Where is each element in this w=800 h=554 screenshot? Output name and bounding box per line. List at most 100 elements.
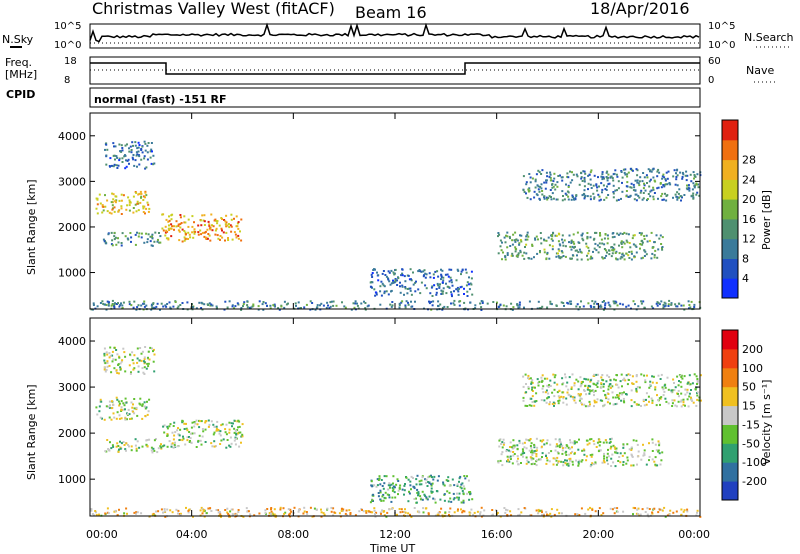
data-cell xyxy=(120,442,123,445)
data-cell xyxy=(401,268,404,271)
data-cell xyxy=(117,164,120,167)
data-cell xyxy=(686,391,689,394)
data-cell xyxy=(384,497,387,500)
data-cell xyxy=(116,372,119,374)
data-cell xyxy=(688,187,691,190)
data-cell xyxy=(152,350,154,353)
data-cell xyxy=(620,241,623,244)
data-cell xyxy=(565,385,568,388)
data-cell xyxy=(94,511,97,514)
data-cell xyxy=(210,442,213,445)
data-cell xyxy=(124,408,126,411)
data-cell xyxy=(189,236,192,239)
data-cell xyxy=(562,397,565,400)
data-cell xyxy=(657,440,660,443)
data-cell xyxy=(546,251,549,254)
data-cell xyxy=(682,304,685,307)
freq-tick-top: 18 xyxy=(64,56,77,67)
data-cell xyxy=(589,380,592,383)
data-cell xyxy=(639,243,642,245)
data-cell xyxy=(587,252,590,255)
data-cell xyxy=(583,189,586,192)
data-cell xyxy=(170,218,173,221)
data-cell xyxy=(104,303,107,306)
data-cell xyxy=(673,399,676,402)
data-cell xyxy=(105,351,108,354)
data-cell xyxy=(370,480,373,483)
data-cell xyxy=(606,234,609,237)
data-cell xyxy=(385,275,388,278)
data-cell xyxy=(456,492,458,495)
data-cell xyxy=(420,479,423,482)
data-cell xyxy=(342,508,345,511)
data-cell xyxy=(591,257,594,260)
data-cell xyxy=(369,511,372,514)
data-cell xyxy=(507,449,510,452)
data-cell xyxy=(225,423,228,426)
data-cell xyxy=(540,376,543,379)
data-cell xyxy=(633,234,636,237)
data-cell xyxy=(161,227,164,230)
data-cell xyxy=(689,306,692,309)
data-cell xyxy=(690,389,692,391)
data-cell xyxy=(617,233,620,236)
data-cell xyxy=(627,304,630,307)
data-cell xyxy=(661,509,664,512)
data-cell xyxy=(404,280,407,283)
data-cell xyxy=(576,231,579,234)
data-cell xyxy=(550,515,553,518)
data-cell xyxy=(319,304,321,307)
data-cell xyxy=(430,487,433,490)
data-cell xyxy=(623,377,626,380)
data-cell xyxy=(616,383,619,386)
data-cell xyxy=(601,188,604,191)
data-cell xyxy=(425,287,428,290)
data-cell xyxy=(449,497,452,500)
data-cell xyxy=(654,443,657,446)
data-cell xyxy=(213,440,216,443)
data-cell xyxy=(530,451,532,454)
data-cell xyxy=(115,164,118,167)
data-cell xyxy=(98,410,101,413)
data-cell xyxy=(686,510,689,513)
data-cell xyxy=(696,509,699,512)
data-cell xyxy=(237,221,240,224)
data-cell xyxy=(407,478,410,481)
data-cell xyxy=(645,463,648,466)
data-cell xyxy=(345,514,348,517)
data-cell xyxy=(341,301,343,304)
nsky-tick-top: 10^5 xyxy=(54,21,81,32)
data-cell xyxy=(580,401,583,404)
data-cell xyxy=(302,512,305,515)
data-cell xyxy=(157,447,160,450)
data-cell xyxy=(467,479,470,482)
data-cell xyxy=(588,392,591,395)
data-cell xyxy=(525,192,527,195)
data-cell xyxy=(144,196,146,199)
data-cell xyxy=(114,201,117,204)
data-cell xyxy=(430,484,433,487)
data-cell xyxy=(383,514,386,517)
data-cell xyxy=(503,507,506,509)
data-cell xyxy=(167,238,170,241)
data-cell xyxy=(150,142,153,144)
data-cell xyxy=(556,451,559,454)
data-cell xyxy=(421,476,424,479)
data-cell xyxy=(332,507,335,510)
data-cell xyxy=(432,497,435,500)
data-cell xyxy=(546,513,548,516)
data-cell xyxy=(102,205,105,208)
data-cell xyxy=(480,515,483,518)
data-cell xyxy=(163,444,166,447)
data-cell xyxy=(278,308,281,311)
data-cell xyxy=(385,475,388,478)
data-cell xyxy=(118,417,121,420)
data-cell xyxy=(140,359,143,362)
data-cell xyxy=(129,145,132,148)
data-cell xyxy=(442,483,445,486)
data-cell xyxy=(404,287,407,290)
data-cell xyxy=(545,389,548,392)
data-cell xyxy=(172,446,175,449)
data-cell xyxy=(605,254,608,257)
data-cell xyxy=(696,173,699,176)
